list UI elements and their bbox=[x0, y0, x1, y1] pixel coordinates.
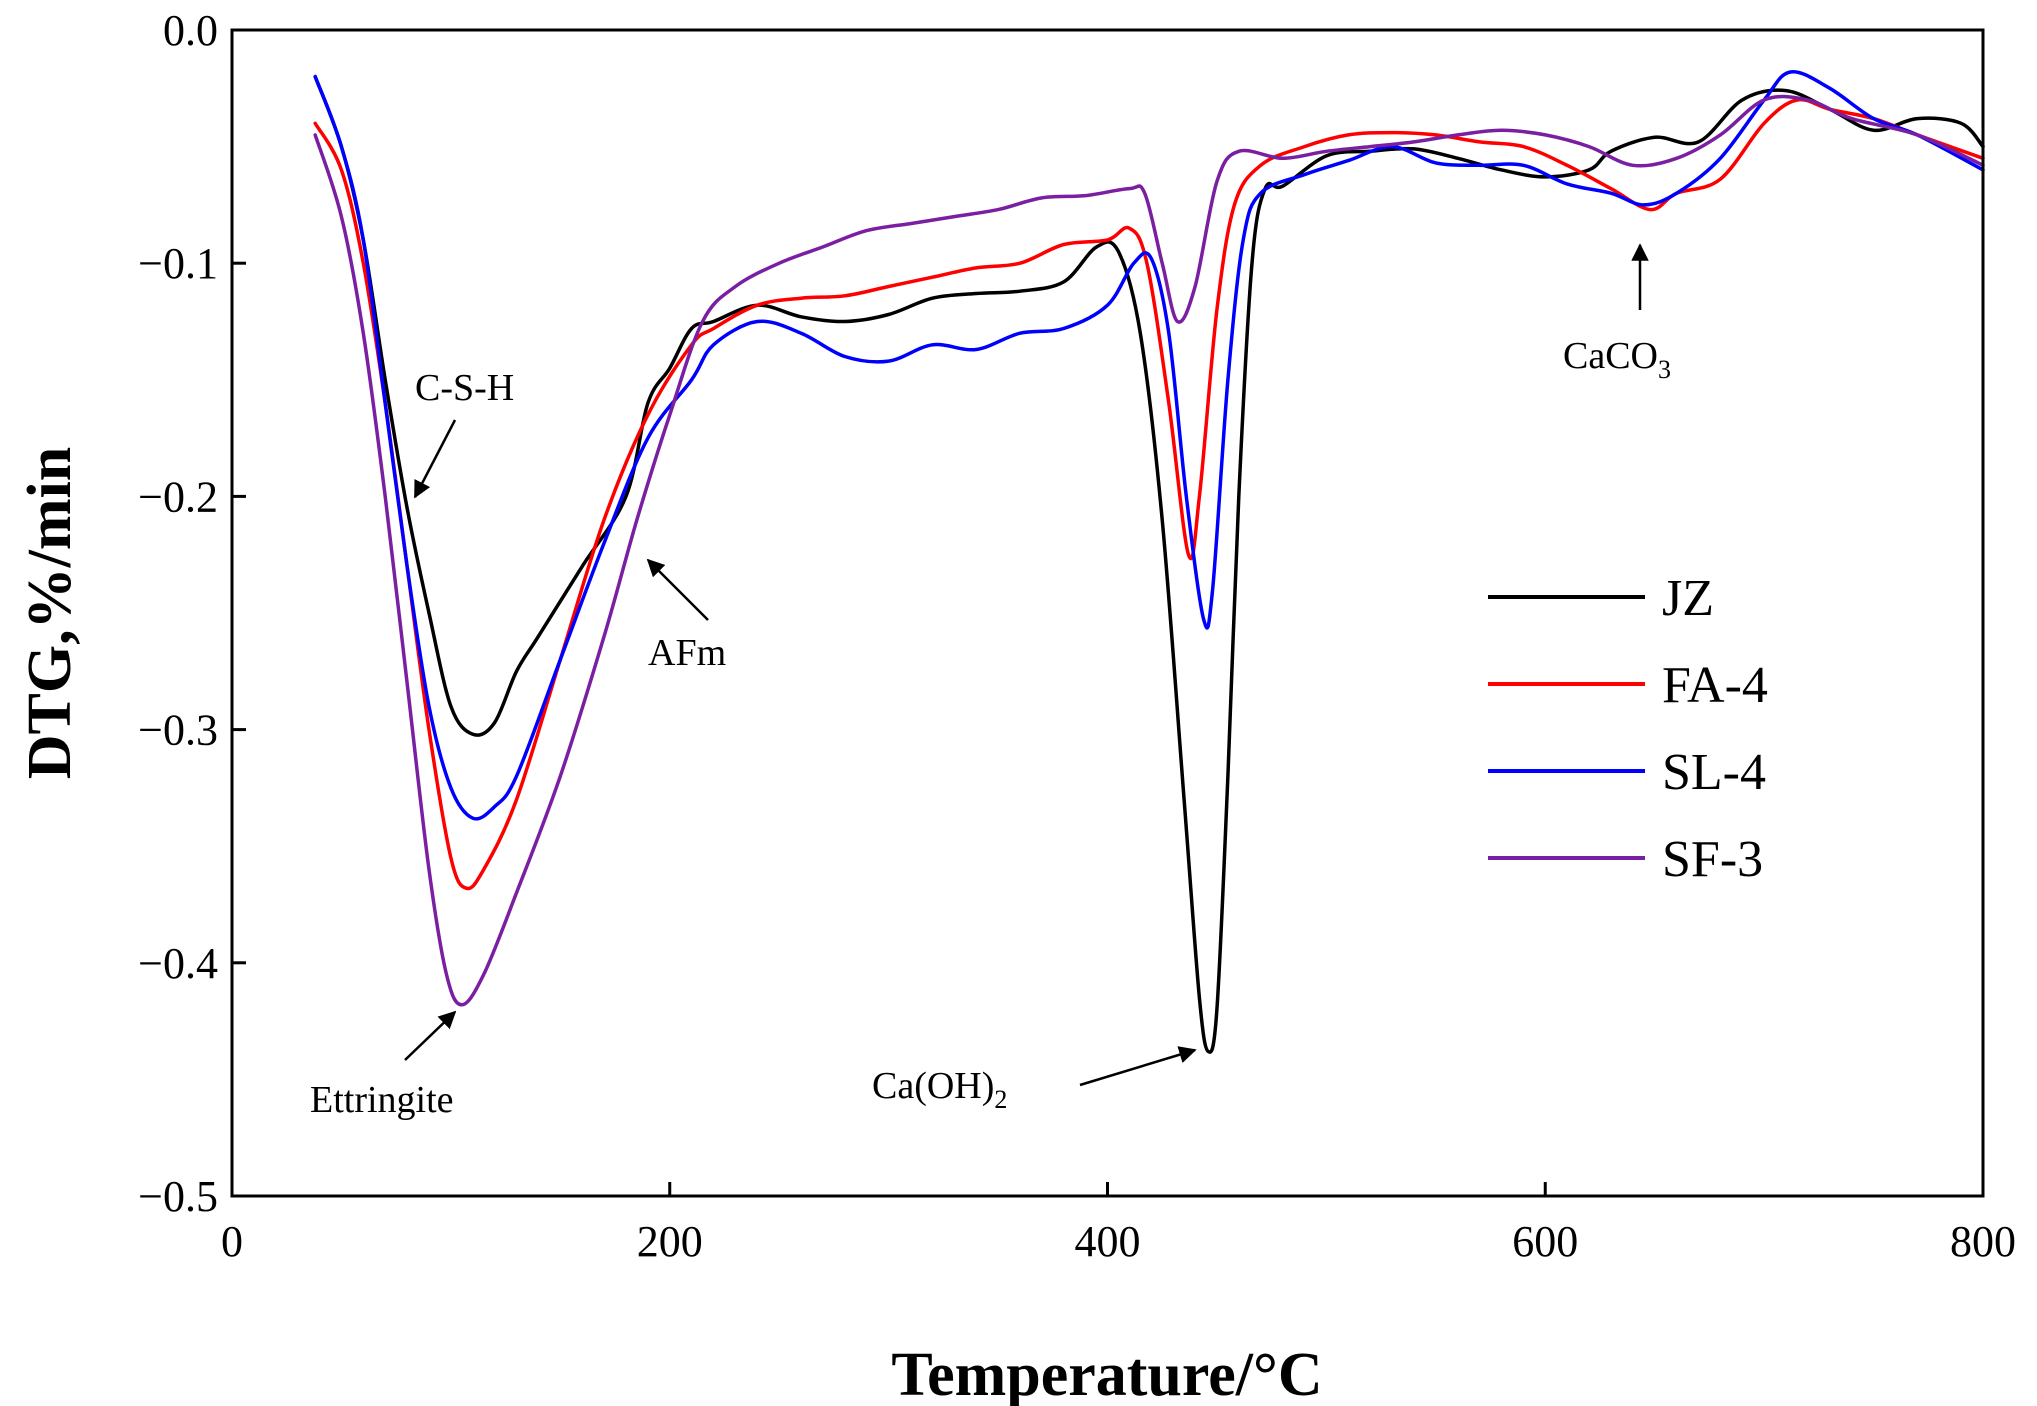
y-tick-label: −0.2 bbox=[138, 472, 218, 521]
x-tick-label: 600 bbox=[1512, 1217, 1578, 1266]
legend-label-fa-4: FA-4 bbox=[1662, 657, 1768, 714]
afm-arrow bbox=[646, 558, 709, 621]
x-axis-title: Temperature/°C bbox=[891, 1341, 1322, 1406]
x-tick-label: 800 bbox=[1950, 1217, 2016, 1266]
ettringite-arrow bbox=[404, 1010, 457, 1061]
x-axis: 0 200 400 600 800 bbox=[221, 1182, 2016, 1266]
annotations: C-S-H AFm Ettringite Ca(OH)2 CaCO3 bbox=[310, 243, 1671, 1121]
x-tick-label: 0 bbox=[221, 1217, 243, 1266]
x-tick-label: 400 bbox=[1075, 1217, 1141, 1266]
y-tick-label: −0.1 bbox=[138, 239, 218, 288]
caco3-label: CaCO3 bbox=[1563, 335, 1671, 384]
x-tick-label: 200 bbox=[637, 1217, 703, 1266]
legend: JZ FA-4 SL-4 SF-3 bbox=[1488, 570, 1768, 888]
y-tick-label: −0.5 bbox=[138, 1172, 218, 1221]
series-layer bbox=[313, 70, 1985, 1054]
series-line-fa-4 bbox=[313, 97, 1985, 891]
legend-label-jz: JZ bbox=[1662, 570, 1714, 627]
plot-frame bbox=[230, 28, 1985, 1198]
csh-label: C-S-H bbox=[415, 367, 514, 409]
legend-label-sf-3: SF-3 bbox=[1662, 831, 1763, 888]
ettringite-label: Ettringite bbox=[310, 1079, 454, 1121]
y-tick-label: −0.3 bbox=[138, 706, 218, 755]
caoh2-label: Ca(OH)2 bbox=[872, 1065, 1007, 1114]
afm-label: AFm bbox=[648, 632, 726, 674]
series-line-sl-4 bbox=[313, 70, 1985, 821]
series-line-sf-3 bbox=[313, 94, 1985, 1007]
csh-arrow bbox=[413, 419, 457, 499]
legend-label-sl-4: SL-4 bbox=[1662, 744, 1766, 801]
y-axis: 0.0 −0.1 −0.2 −0.3 −0.4 −0.5 bbox=[138, 6, 246, 1221]
series-line-jz bbox=[313, 74, 1985, 1054]
y-axis-title: DTG,%/min bbox=[16, 447, 84, 779]
y-tick-label: −0.4 bbox=[138, 939, 218, 988]
caoh2-arrow bbox=[1079, 1046, 1197, 1087]
y-tick-label: 0.0 bbox=[163, 6, 218, 55]
